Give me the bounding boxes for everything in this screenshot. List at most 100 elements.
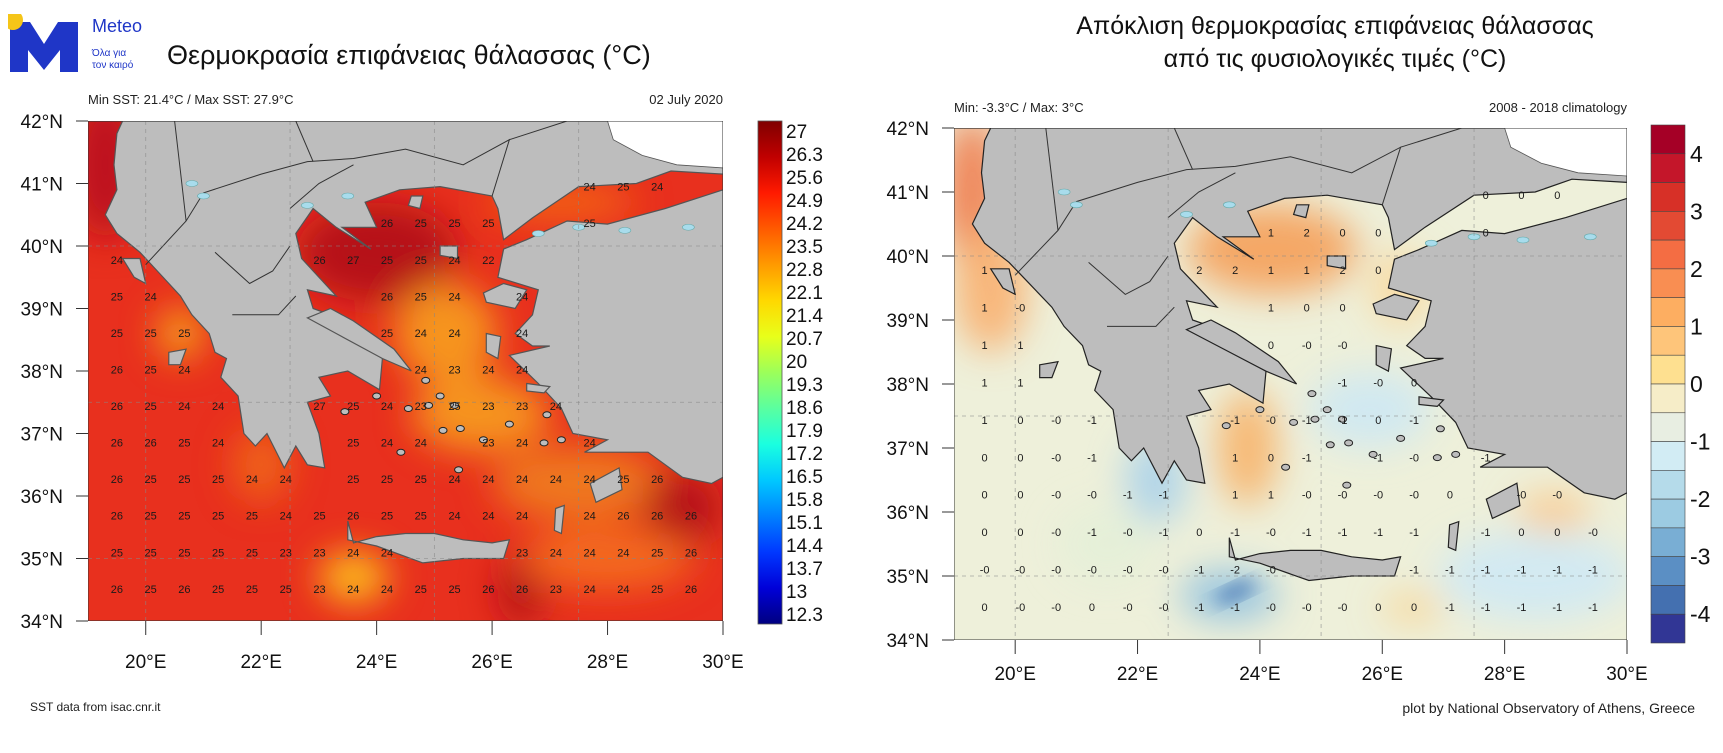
grid-value-label: 26 [381,218,393,230]
grid-value-label: -0 [1051,415,1061,427]
grid-value-label: -0 [1409,452,1419,464]
grid-value-label: 24 [145,291,157,303]
grid-value-label: -0 [1015,565,1025,577]
small-island [340,408,350,416]
grid-value-label: -1 [1481,565,1491,577]
sst-colorbar-label: 15.8 [786,490,823,511]
land-lesvos [1372,293,1420,321]
anomaly-min-max: Min: -3.3°C / Max: 3°C [954,100,1084,115]
grid-value-label: -0 [1588,527,1598,539]
lake [1223,201,1236,209]
grid-value-label: 25 [178,328,190,340]
grid-value-label: 25 [584,218,596,230]
grid-value-label: 25 [111,291,123,303]
small-island [1368,450,1378,458]
sst-colorbar-label: 21.4 [786,306,823,327]
anomaly-colorbar-bin [1650,211,1686,241]
grid-value-label: -1 [1194,565,1204,577]
grid-value-label: 24 [651,182,663,194]
grid-value-label: 25 [415,255,427,267]
sst-date: 02 July 2020 [649,92,723,107]
small-island [1342,481,1352,489]
grid-value-label: 24 [584,474,596,486]
grid-value-label: 24 [482,474,494,486]
no-data-area [607,121,723,169]
lon-label: 28°E [1484,664,1525,685]
small-island [372,392,382,400]
anomaly-colorbar-bin [1650,441,1686,471]
grid-value-label: 24 [381,584,393,596]
grid-value-label: -0 [980,565,990,577]
small-island [438,426,448,434]
land-lesvos [482,282,528,310]
grid-value-label: -1 [1338,415,1348,427]
grid-value-label: 25 [448,584,460,596]
lat-label: 40°N [887,247,929,268]
grid-value-label: -1 [1302,415,1312,427]
grid-value-label: 24 [212,401,224,413]
sst-colorbar-label: 19.3 [786,375,823,396]
small-island [455,425,465,432]
cold-anomaly-core [1215,581,1256,603]
grid-value-label: 1 [982,303,988,315]
tagline-line-1: Όλα για [92,48,127,59]
grid-value-label: 24 [516,328,528,340]
lat-label: 37°N [21,425,63,446]
grid-value-label: 24 [448,255,460,267]
sea-field-patch [1516,492,1591,532]
grid-value-label: -2 [1230,565,1240,577]
small-island [454,466,464,474]
grid-value-label: 0 [1375,602,1381,614]
grid-value-label: -0 [1302,340,1312,352]
sea-field-patch [411,377,550,453]
grid-value-label: 0 [1375,265,1381,277]
grid-value-label: 23 [482,401,494,413]
small-island [421,376,431,384]
small-island [403,405,413,412]
grid-value-label: 24 [448,291,460,303]
lat-label: 35°N [887,567,929,588]
land-corfu [989,268,1017,296]
grid-value-label: -0 [1338,602,1348,614]
grid-value-label: -1 [1159,527,1169,539]
small-island [478,436,488,444]
sst-colorbar-label: 24.2 [786,214,823,235]
grid-value-label: 25 [111,328,123,340]
lon-label: 20°E [994,664,1035,685]
grid-value-label: 23 [448,364,460,376]
grid-value-label: 26 [516,584,528,596]
sst-colorbar-label: 22.1 [786,283,823,304]
grid-value-label: -1 [1159,490,1169,502]
grid-value-label: 23 [415,401,427,413]
grid-value-label: 24 [516,474,528,486]
grid-value-label: 26 [111,401,123,413]
grid-value-label: 24 [415,364,427,376]
anomaly-map: 0 0 0 1 2 0 0 0 1 2 2 1 1 2 0 1 -0 1 0 0 1 1 0 -0 -0 1 1 -1 -0 0 1 0 -0 -… [954,128,1627,640]
right-map-title: Απόκλιση θερμοκρασίας επιφάνειας θάλασσα… [985,10,1685,76]
grid-value-label: 25 [212,474,224,486]
lat-label: 41°N [21,175,63,196]
anomaly-colorbar-bin [1650,153,1686,183]
lake [301,202,314,209]
grid-value-label: 0 [1017,452,1023,464]
lake [185,180,199,187]
small-island [542,411,552,419]
left-map-title: Θερμοκρασία επιφάνειας θάλασσας (°C) [167,40,651,70]
lake [1583,233,1597,241]
grid-value-label: 25 [415,584,427,596]
grid-value-label: 25 [617,182,629,194]
grid-value-label: 0 [982,452,988,464]
grid-value-label: -0 [1266,527,1276,539]
lat-label: 34°N [887,631,929,652]
logo-tagline: Όλα για τον καιρό [92,48,133,72]
grid-value-label: -1 [1087,452,1097,464]
grid-value-label: 24 [584,584,596,596]
grid-value-label: 24 [550,474,562,486]
small-island [424,401,434,409]
lon-label: 20°E [125,652,166,673]
lon-label: 26°E [1362,664,1403,685]
sst-min-max: Min SST: 21.4°C / Max SST: 27.9°C [88,92,294,107]
grid-value-label: -1 [1373,527,1383,539]
grid-value-label: -0 [1087,565,1097,577]
grid-value-label: 23 [482,438,494,450]
